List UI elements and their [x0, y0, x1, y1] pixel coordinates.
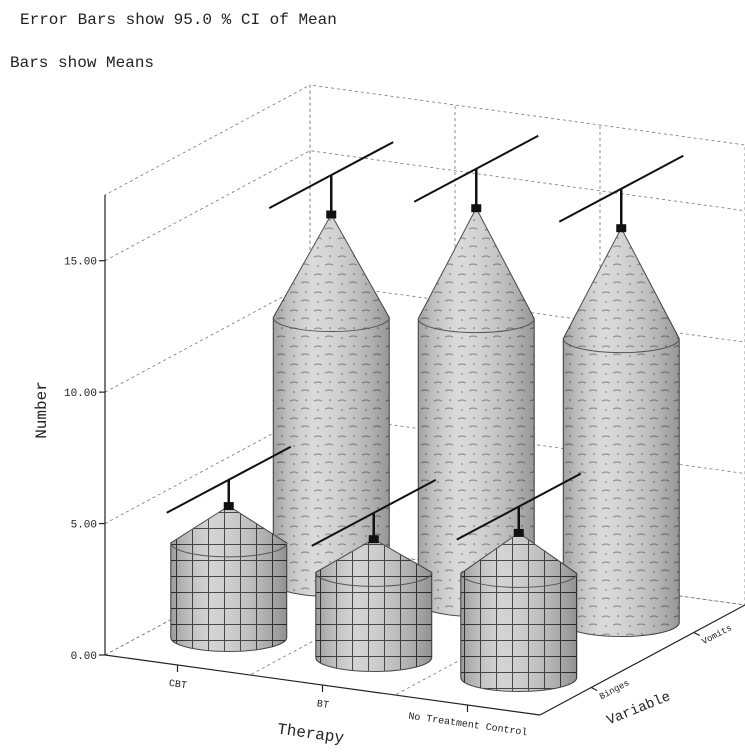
error-bar-base	[616, 224, 627, 233]
chart-subtitle: Bars show Means	[10, 54, 154, 72]
bar-shade	[273, 214, 390, 597]
error-bar-base	[513, 528, 524, 537]
bar-rim	[170, 542, 288, 558]
y-axis-label: Number	[33, 381, 51, 439]
error-bar-cap	[311, 479, 437, 547]
bar-shade	[315, 539, 432, 672]
bar-rim	[562, 338, 680, 354]
z-tick	[693, 631, 701, 637]
error-bar-base	[326, 210, 337, 219]
x-tick-label: BT	[316, 699, 329, 712]
x-axis-label: Therapy	[276, 720, 345, 747]
x-tick-label: No Treatment Control	[408, 711, 529, 740]
z-axis	[539, 604, 745, 716]
error-bar-cap	[558, 154, 684, 223]
z-tick	[590, 686, 598, 692]
bar-shade	[170, 506, 287, 652]
bar-shade	[460, 532, 577, 692]
side-wall	[104, 84, 311, 656]
error-bar-base	[368, 535, 379, 544]
error-bar-cap	[166, 445, 292, 514]
bar-rim	[460, 573, 578, 588]
bar-rim	[272, 317, 390, 333]
error-bar-cap	[268, 141, 394, 209]
error-bar-cap	[456, 472, 582, 541]
y-tick-label: 5.00	[71, 520, 97, 532]
y-tick-label: 0.00	[71, 651, 97, 663]
bar-shade	[563, 228, 680, 637]
bar-rim	[315, 572, 433, 587]
x-tick-label: CBT	[168, 679, 187, 692]
bar-rim	[417, 318, 535, 334]
y-tick-label: 10.00	[64, 388, 97, 400]
y-tick-label: 15.00	[64, 257, 97, 269]
error-bar-base	[223, 502, 234, 511]
error-bar-base	[471, 204, 482, 213]
error-bar-cap	[413, 134, 539, 203]
chart-title: Error Bars show 95.0 % CI of Mean	[20, 11, 337, 29]
grid-line	[104, 150, 745, 262]
